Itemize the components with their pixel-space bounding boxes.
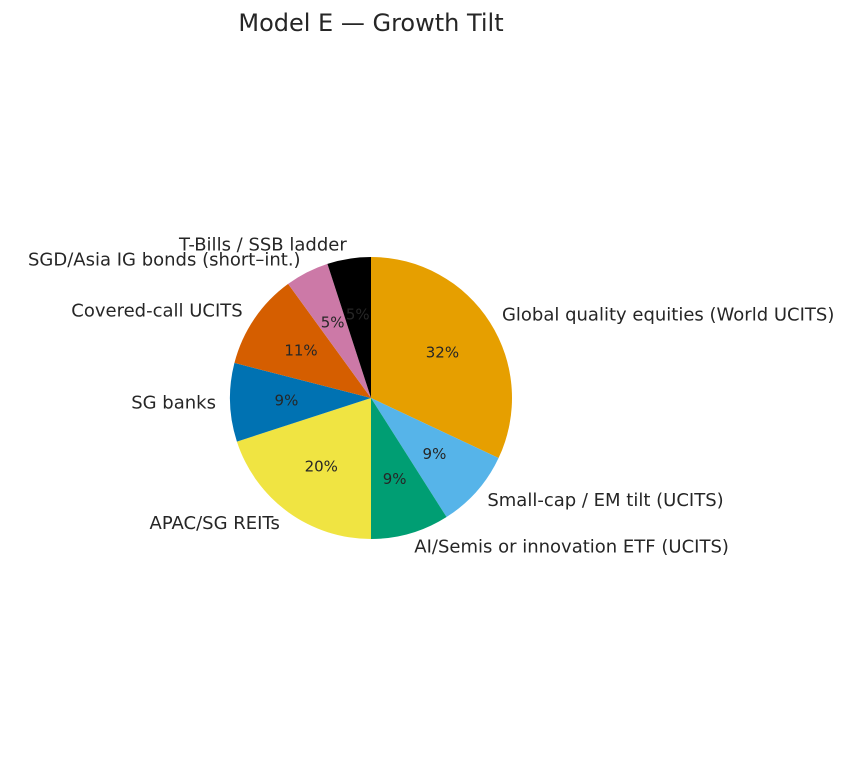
percent-label-covered-call-ucits: 11% <box>284 341 317 359</box>
pie-slice-small-cap-em-tilt-ucits <box>371 398 499 518</box>
category-label-covered-call-ucits: Covered-call UCITS <box>71 300 242 321</box>
percent-label-small-cap-em-tilt-ucits: 9% <box>423 445 447 463</box>
category-label-sg-banks: SG banks <box>131 392 216 413</box>
percent-label-global-quality-equities-world-ucits: 32% <box>426 344 459 362</box>
percent-labels: 32%9%9%20%9%11%5% 5% <box>275 305 460 488</box>
pie-slice-t-bills-ssb-ladder <box>327 257 371 398</box>
percent-label-ai-semis-or-innovation-etf-ucits: 9% <box>383 470 407 488</box>
pie-slice-ai-semis-or-innovation-etf-ucits <box>371 398 447 539</box>
category-label-apac-sg-reits: APAC/SG REITs <box>150 513 280 534</box>
category-label-global-quality-equities-world-ucits: Global quality equities (World UCITS) <box>502 304 834 325</box>
category-label-t-bills-ssb-ladder: T-Bills / SSB ladder <box>178 234 347 255</box>
pie-slice-sg-banks <box>229 362 371 442</box>
category-label-sgd-asia-ig-bonds-short-int: SGD/Asia IG bonds (short–int.) <box>28 249 301 270</box>
category-label-small-cap-em-tilt-ucits: Small-cap / EM tilt (UCITS) <box>487 490 723 511</box>
pie-slices <box>229 257 512 539</box>
percent-label-sgd-asia-ig-bonds-short-int: 5% <box>321 314 345 332</box>
percent-label-apac-sg-reits: 20% <box>305 457 338 475</box>
category-labels: Global quality equities (World UCITS) Sma… <box>28 234 834 557</box>
pie-slice-covered-call-ucits <box>234 283 371 398</box>
chart-title: Model E — Growth Tilt <box>238 9 503 37</box>
category-label-ai-semis-or-innovation-etf-ucits: AI/Semis or innovation ETF (UCITS) <box>414 536 729 557</box>
percent-label-t-bills-ssb-ladder: 5% <box>346 305 370 323</box>
pie-slice-global-quality-equities-world-ucits <box>371 257 512 459</box>
pie-slice-apac-sg-reits <box>236 398 371 539</box>
percent-label-sg-banks: 9% <box>275 392 299 410</box>
pie-slice-sgd-asia-ig-bonds-short-int <box>288 263 371 398</box>
